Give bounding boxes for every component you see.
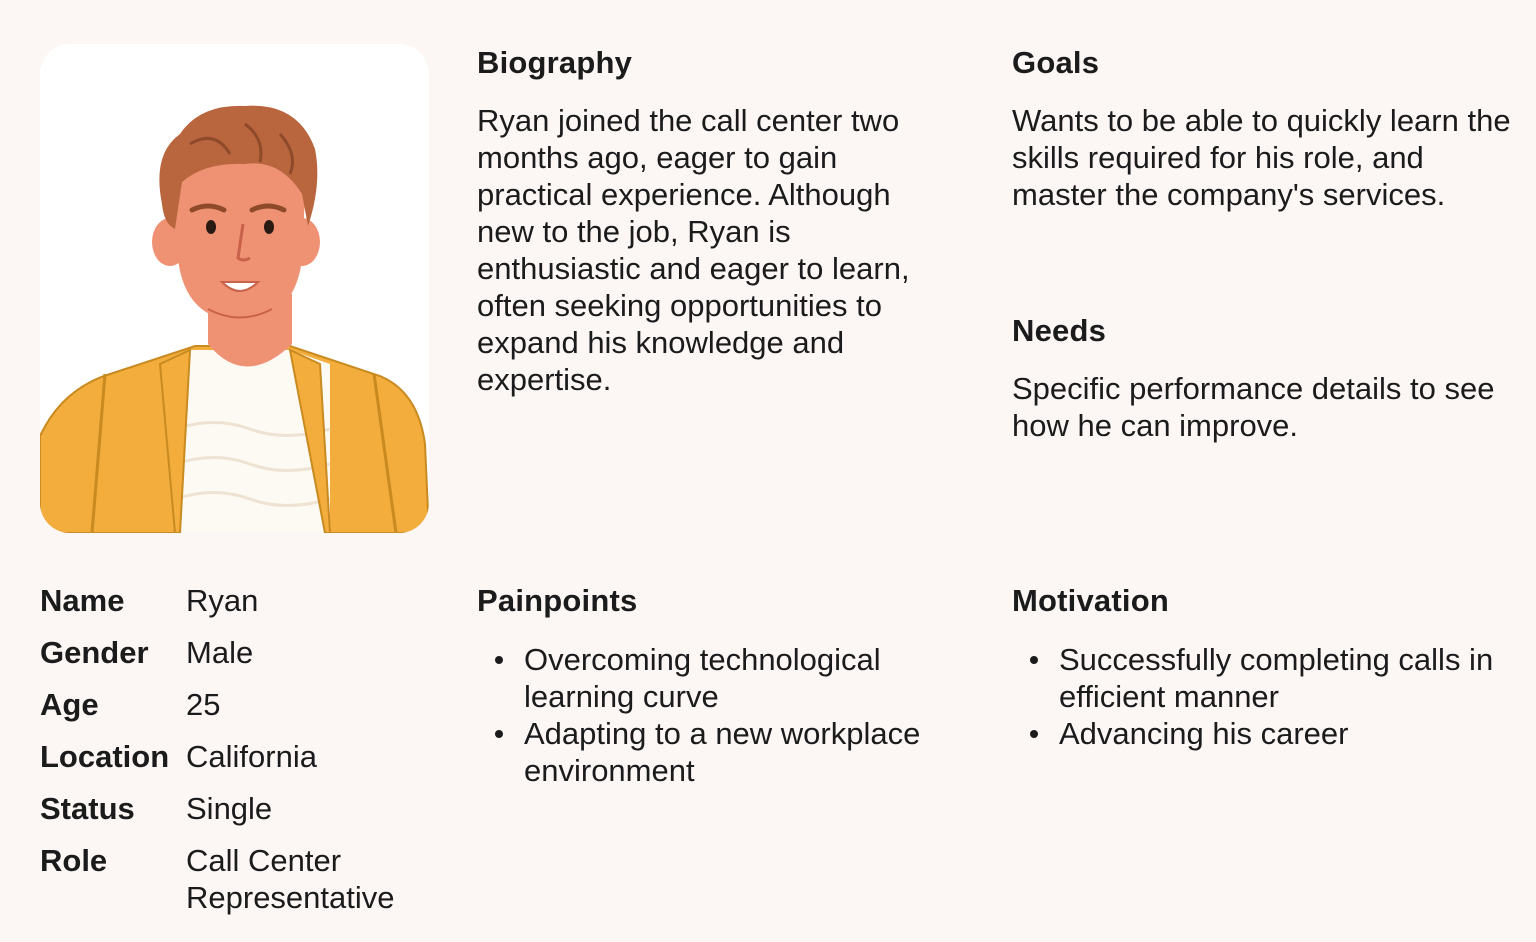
info-row-location: Location California: [40, 738, 426, 790]
biography-title: Biography: [477, 45, 633, 80]
painpoints-item: Overcoming technological learning curve: [477, 641, 967, 715]
info-value: Call Center Representative: [186, 843, 395, 915]
goals-title: Goals: [1012, 45, 1100, 80]
avatar: [40, 44, 429, 533]
info-value: Male: [186, 635, 254, 670]
needs-title: Needs: [1012, 313, 1107, 348]
info-label: Gender: [40, 635, 149, 670]
info-label: Location: [40, 739, 170, 774]
motivation-title: Motivation: [1012, 583, 1169, 618]
painpoints-item: Adapting to a new workplace environment: [477, 715, 967, 789]
info-value: Ryan: [186, 583, 259, 618]
painpoints-title: Painpoints: [477, 583, 638, 618]
info-value: Single: [186, 791, 273, 826]
info-label: Role: [40, 843, 108, 878]
info-value: California: [186, 739, 317, 774]
info-row-name: Name Ryan: [40, 582, 426, 634]
info-row-role: Role Call Center Representative: [40, 842, 426, 916]
painpoints-list: Overcoming technological learning curve …: [477, 641, 967, 789]
info-value: 25: [186, 687, 221, 722]
info-label: Status: [40, 791, 135, 826]
motivation-item: Successfully completing calls in efficie…: [1012, 641, 1512, 715]
info-row-age: Age 25: [40, 686, 426, 738]
info-row-gender: Gender Male: [40, 634, 426, 686]
goals-text: Wants to be able to quickly learn the sk…: [1012, 103, 1511, 212]
motivation-item: Advancing his career: [1012, 715, 1512, 752]
info-label: Name: [40, 583, 125, 618]
persona-info-table: Name Ryan Gender Male Age 25 Location Ca…: [40, 582, 426, 916]
info-label: Age: [40, 687, 99, 722]
needs-text: Specific performance details to see how …: [1012, 371, 1495, 443]
motivation-list: Successfully completing calls in efficie…: [1012, 641, 1512, 752]
young-man-avatar-icon: [40, 105, 429, 533]
biography-text: Ryan joined the call center two months a…: [477, 103, 910, 397]
info-row-status: Status Single: [40, 790, 426, 842]
